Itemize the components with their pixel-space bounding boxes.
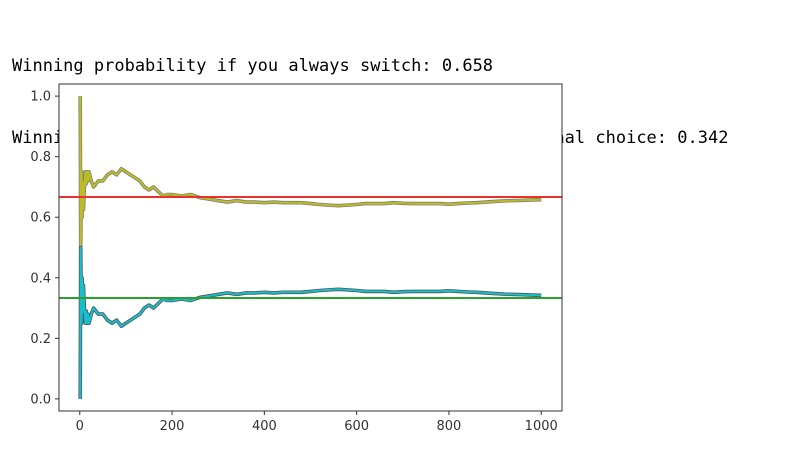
y-tick-label: 0.4 bbox=[30, 271, 51, 286]
y-tick-label: 0.0 bbox=[30, 392, 51, 407]
x-axis: 0 200 400 600 800 1000 bbox=[76, 411, 558, 434]
reference-lines bbox=[59, 196, 562, 299]
x-tick-label: 600 bbox=[344, 419, 369, 434]
plot-area-background bbox=[59, 84, 562, 411]
y-axis: 0.0 0.2 0.4 0.6 0.8 1.0 bbox=[30, 90, 59, 407]
x-tick-label: 0 bbox=[76, 419, 84, 434]
series-layer bbox=[78, 96, 542, 399]
x-tick-label: 400 bbox=[252, 419, 277, 434]
series-2-line bbox=[79, 246, 542, 399]
y-tick-label: 0.8 bbox=[30, 150, 51, 165]
y-tick-label: 1.0 bbox=[30, 90, 51, 105]
x-tick-label: 200 bbox=[160, 419, 185, 434]
series-1-line bbox=[79, 96, 542, 249]
switch-probability-text: Winning probability if you always switch… bbox=[12, 56, 494, 76]
y-tick-label: 0.6 bbox=[30, 211, 51, 226]
y-tick-label: 0.2 bbox=[30, 332, 51, 347]
x-tick-label: 1000 bbox=[525, 419, 558, 434]
plot-area-frame bbox=[58, 83, 563, 412]
x-tick-label: 800 bbox=[437, 419, 462, 434]
